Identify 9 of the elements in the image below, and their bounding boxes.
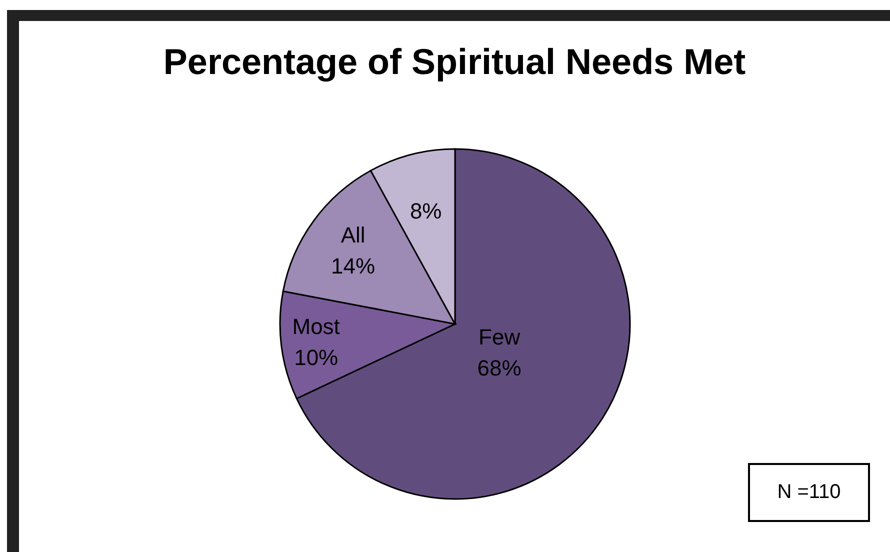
- text: N =110: [777, 481, 841, 504]
- data-label: 68%: [477, 355, 522, 380]
- data-label: 8%: [410, 198, 442, 223]
- slice-label: Most: [292, 314, 340, 339]
- data-label: 14%: [331, 252, 376, 278]
- slice-label: Few: [478, 324, 520, 350]
- slice-label: All: [340, 222, 366, 247]
- data-label: 10%: [294, 344, 338, 370]
- chart-title: Percentage of Spiritual Needs Met: [163, 41, 746, 82]
